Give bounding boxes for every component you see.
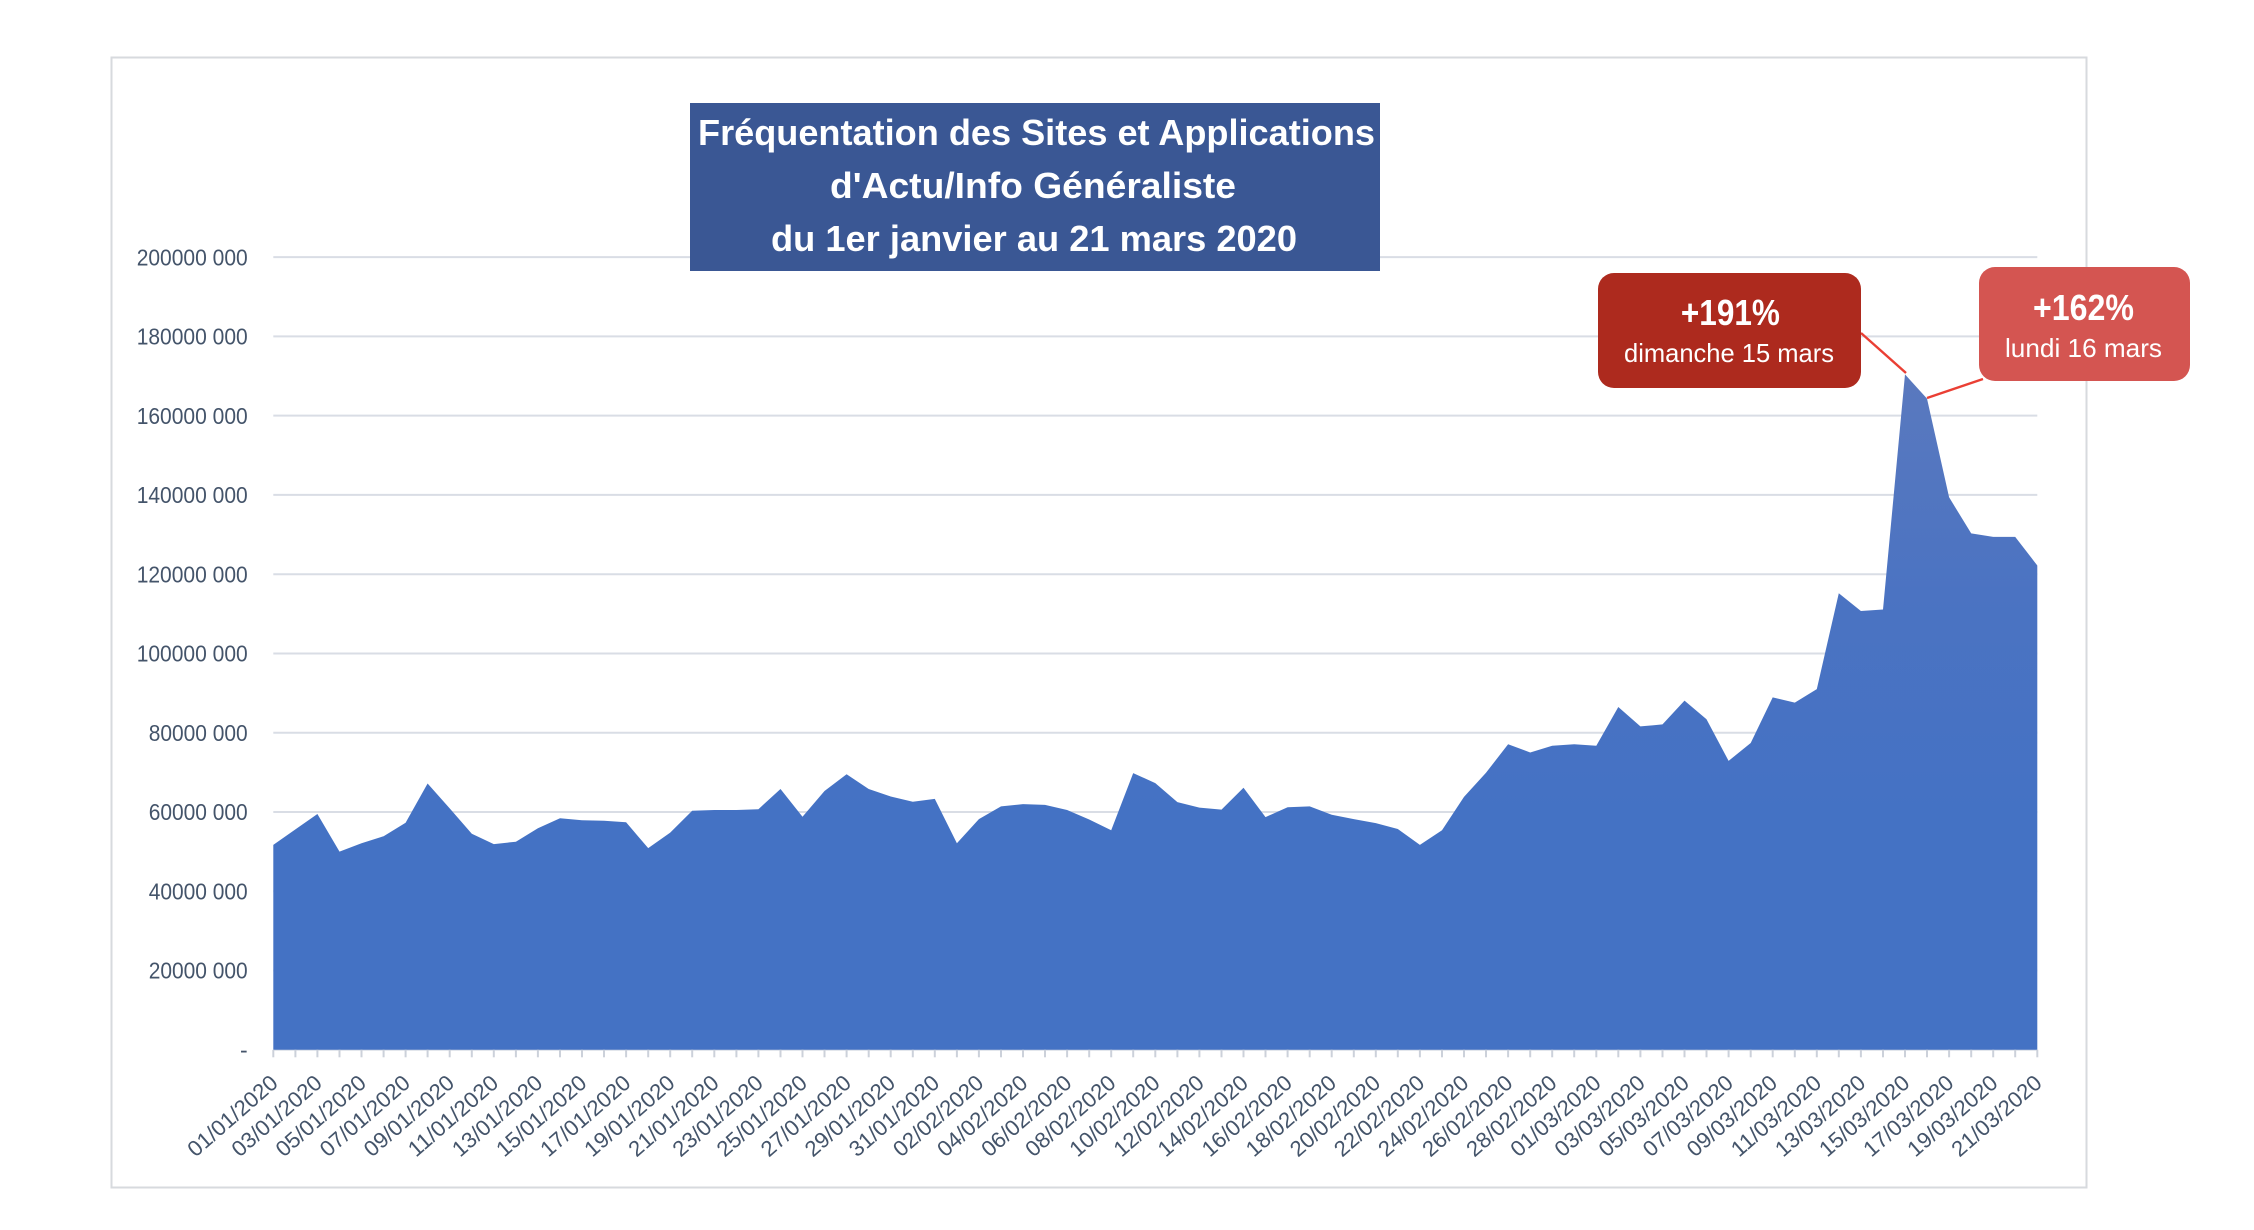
svg-text:120000 000: 120000 000 [137, 561, 248, 587]
svg-text:200000 000: 200000 000 [137, 244, 248, 270]
svg-text:lundi 16 mars: lundi 16 mars [2005, 333, 2162, 363]
svg-text:dimanche 15 mars: dimanche 15 mars [1624, 338, 1834, 368]
svg-text:20000 000: 20000 000 [149, 958, 248, 984]
svg-text:60000 000: 60000 000 [149, 799, 248, 825]
svg-text:du 1er janvier au 21 mars 2020: du 1er janvier au 21 mars 2020 [771, 218, 1297, 259]
svg-text:40000 000: 40000 000 [149, 879, 248, 905]
svg-text:Fréquentation des Sites et App: Fréquentation des Sites et Applications [698, 112, 1375, 153]
svg-text:80000 000: 80000 000 [149, 720, 248, 746]
svg-text:-: - [240, 1037, 248, 1063]
svg-text:160000 000: 160000 000 [137, 403, 248, 429]
svg-text:+162%: +162% [2033, 287, 2134, 328]
svg-text:d'Actu/Info Généraliste: d'Actu/Info Généraliste [830, 165, 1236, 206]
svg-text:140000 000: 140000 000 [137, 482, 248, 508]
svg-text:+191%: +191% [1681, 292, 1780, 333]
svg-text:180000 000: 180000 000 [137, 324, 248, 350]
svg-text:100000 000: 100000 000 [137, 641, 248, 667]
